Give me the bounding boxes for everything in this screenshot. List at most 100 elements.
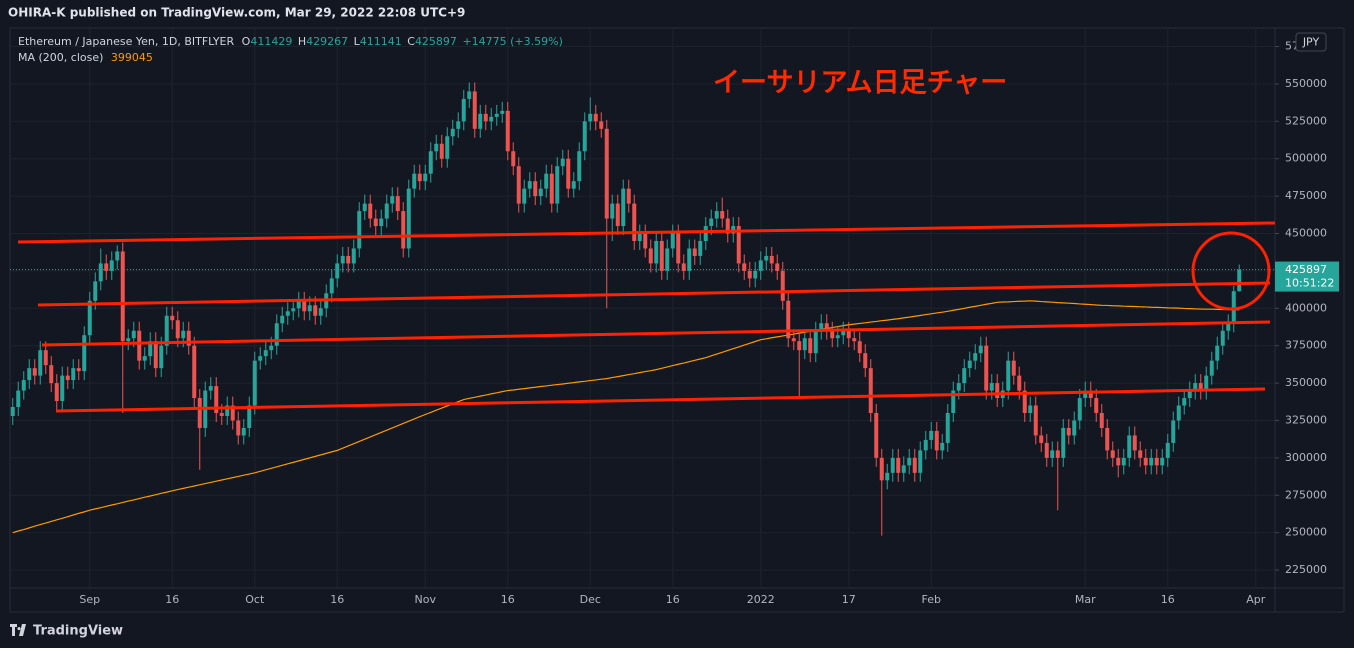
candle-body xyxy=(1011,360,1016,376)
candle-body xyxy=(170,315,175,321)
candle-body xyxy=(1220,330,1225,346)
candle-body xyxy=(775,263,780,271)
candle-body xyxy=(1066,427,1071,436)
price-tag-value: 425897 xyxy=(1285,263,1327,276)
candle-body xyxy=(1006,360,1011,391)
candle-body xyxy=(1226,323,1231,331)
candle-body xyxy=(181,330,186,339)
candle-body xyxy=(417,173,422,182)
candle-body xyxy=(670,233,675,249)
candle-body xyxy=(296,300,301,309)
candle-body xyxy=(923,439,928,451)
candle-body xyxy=(269,345,274,351)
candle-body xyxy=(599,121,604,129)
candle-body xyxy=(747,270,752,279)
candle-body xyxy=(423,173,428,182)
candle-body xyxy=(192,345,197,399)
candle-body xyxy=(467,91,472,99)
candle-body xyxy=(533,181,538,197)
candle-body xyxy=(1143,457,1148,466)
candle-body xyxy=(577,151,582,182)
candle-body xyxy=(98,263,103,282)
candle-body xyxy=(500,110,505,114)
candle-body xyxy=(995,383,1000,399)
candle-body xyxy=(780,270,785,301)
candle-body xyxy=(863,353,868,369)
currency[interactable]: JPY xyxy=(1302,36,1320,49)
price-tag-countdown: 10:51:22 xyxy=(1285,277,1334,290)
price-axis: 225000 250000 275000 300000 325000 350000 3750… xyxy=(1275,40,1327,576)
candle-body xyxy=(291,308,296,312)
drawings xyxy=(17,221,1276,413)
candle-body xyxy=(340,255,345,264)
candle-body xyxy=(412,173,417,189)
candle-body xyxy=(808,338,813,354)
brand: TradingView xyxy=(33,624,123,639)
candle-body xyxy=(1022,390,1027,413)
candle-body xyxy=(813,330,818,354)
x-tick-label: Nov xyxy=(415,593,437,606)
candle-body xyxy=(1028,405,1033,413)
candle-body xyxy=(428,151,433,174)
candle-body xyxy=(159,345,164,369)
x-tick-label: 16 xyxy=(501,593,515,606)
candle-body xyxy=(236,420,241,436)
candle-body xyxy=(769,255,774,264)
candle-body xyxy=(901,465,906,473)
candle-body xyxy=(505,110,510,152)
candle-body xyxy=(219,413,224,416)
candle-body xyxy=(313,305,318,316)
annotation: イーサリアム日足チャー xyxy=(713,68,1007,99)
price-tag xyxy=(1275,261,1339,292)
trend-line xyxy=(37,281,1271,307)
candle-body xyxy=(71,368,76,381)
candle-body xyxy=(175,320,180,339)
candle-body xyxy=(258,356,263,361)
candle-body xyxy=(32,368,37,376)
candle-body xyxy=(566,158,571,189)
trend-line xyxy=(41,320,1271,347)
candle-body xyxy=(494,113,499,117)
candle-body xyxy=(214,386,219,413)
candle-body xyxy=(439,143,444,159)
candle-body xyxy=(335,263,340,279)
candle-body xyxy=(450,128,455,137)
candle-body xyxy=(951,390,956,413)
candle-body xyxy=(1088,390,1093,399)
ohlc-letter: C xyxy=(407,35,415,48)
candle-body xyxy=(571,181,576,189)
candle-body xyxy=(16,390,21,408)
candle-body xyxy=(76,368,81,372)
candle-body xyxy=(302,300,307,312)
x-tick-label: Dec xyxy=(580,593,601,606)
change: +14775 (+3.59%) xyxy=(462,35,562,48)
candle-body xyxy=(126,338,131,342)
candle-body xyxy=(1039,435,1044,443)
y-tick-label: 325000 xyxy=(1285,413,1327,426)
candle-body xyxy=(956,383,961,391)
candle-body xyxy=(896,457,901,473)
candle-body xyxy=(368,203,373,219)
y-tick-label: 350000 xyxy=(1285,376,1327,389)
candle-body xyxy=(934,430,939,451)
x-tick-label: Sep xyxy=(79,593,100,606)
x-tick-label: Mar xyxy=(1075,593,1096,606)
candle-body xyxy=(588,113,593,122)
ohlc-letter: O xyxy=(242,35,251,48)
y-tick-label: 500000 xyxy=(1285,152,1327,165)
y-tick-label: 400000 xyxy=(1285,301,1327,314)
candle-body xyxy=(483,113,488,122)
candle-body xyxy=(692,248,697,256)
candle-body xyxy=(698,240,703,256)
currency-button[interactable] xyxy=(1295,32,1327,52)
candle-body xyxy=(1231,291,1236,324)
candle-body xyxy=(1193,383,1198,391)
candle-body xyxy=(1127,435,1132,458)
legend-ma: MA (200, close) 399045 xyxy=(18,51,153,64)
candle-body xyxy=(725,218,730,234)
candle-body xyxy=(703,226,708,241)
ohlc-letter: L xyxy=(354,35,361,48)
candle-body xyxy=(1033,405,1038,436)
